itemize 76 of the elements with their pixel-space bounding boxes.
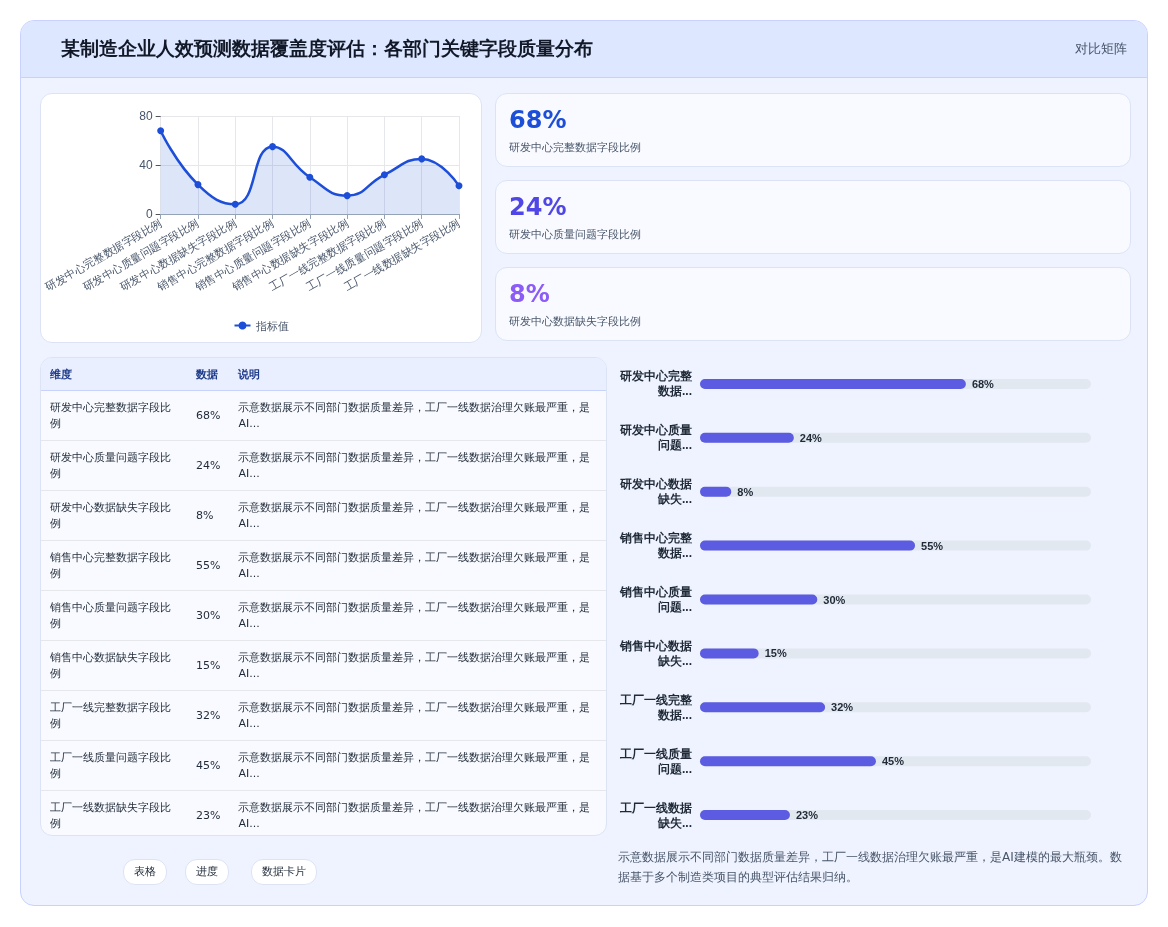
text: 15% <box>187 640 230 691</box>
text: 示意数据展示不同部门数据质量差异，工厂一线数据治理欠账最严重，是AI... <box>229 640 606 691</box>
category-label: 研发中心完整数据... <box>620 369 692 399</box>
y-tick-label: 0 <box>145 207 153 221</box>
y-tick-label: 40 <box>139 158 153 172</box>
data-label: 32% <box>831 701 854 714</box>
text: 工厂一线数据缺失字段比例 <box>49 799 172 832</box>
text: 示意数据展示不同部门数据质量差异，工厂一线数据治理欠账最严重，是AI... <box>229 590 606 641</box>
text: 数据卡片 <box>251 859 317 885</box>
legend-label: 指标值 <box>254 319 289 332</box>
data-label: 30% <box>823 593 846 606</box>
category-label: 销售中心数据缺失... <box>620 638 692 668</box>
text: 研发中心数据缺失字段比例 <box>509 314 641 329</box>
text: 销售中心完整数据字段比例 <box>41 540 187 591</box>
point <box>231 200 239 208</box>
category-label: 工厂一线数据缺失... <box>620 800 692 830</box>
chart-title: 某制造企业人效预测数据覆盖度评估：各部门关键字段质量分布 <box>61 36 593 61</box>
text: 研发中心完整数据字段比例 <box>509 140 641 155</box>
text: 24% <box>187 440 230 491</box>
data-label: 23% <box>795 809 819 822</box>
bar <box>700 432 794 443</box>
text: 23% <box>195 807 222 824</box>
text: 维度 <box>41 358 187 391</box>
text: 研发中心完整数据字段比例 <box>41 390 187 441</box>
text: 销售中心数据缺失字段比例 <box>41 640 187 691</box>
data-label: 68% <box>971 377 995 390</box>
text: 对比矩阵 <box>1075 40 1127 58</box>
data-label: 45% <box>881 755 905 768</box>
point <box>343 192 351 200</box>
category-label: 研发中心数据缺失... <box>620 477 692 507</box>
category-label: 工厂一线质量问题... <box>620 746 692 776</box>
data-label: 8% <box>737 485 754 498</box>
text: 销售中心质量问题字段比例 <box>41 590 187 641</box>
text: 研发中心质量问题字段比例 <box>509 227 641 242</box>
text: 24% <box>509 193 567 221</box>
text: 研发中心数据缺失字段比例 <box>41 490 187 541</box>
text: 研发中心质量问题字段比例 <box>41 440 187 491</box>
category-label: 工厂一线完整数据... <box>620 692 692 722</box>
data-label: 24% <box>799 431 823 444</box>
text: 30% <box>187 590 230 641</box>
bar <box>700 810 790 821</box>
text: 示意数据展示不同部门数据质量差异，工厂一线数据治理欠账最严重，是AI建模的最大瓶颈。数据基于多个制造类项目的典型评估结果归纳。 <box>618 849 1123 886</box>
category-label: 销售中心质量问题... <box>620 585 692 614</box>
bar <box>700 648 759 659</box>
category-label: 销售中心完整数据... <box>620 531 692 561</box>
point <box>306 173 314 181</box>
text: 68% <box>187 390 230 441</box>
text: 68% <box>509 106 567 134</box>
point <box>157 127 165 135</box>
text: 32% <box>187 690 230 741</box>
text: 示意数据展示不同部门数据质量差异，工厂一线数据治理欠账最严重，是AI... <box>229 390 606 441</box>
text: 8% <box>187 490 230 541</box>
text: 示意数据展示不同部门数据质量差异，工厂一线数据治理欠账最严重，是AI... <box>229 540 606 591</box>
text: 55% <box>187 540 230 591</box>
text: 进度 <box>185 859 229 885</box>
text: 表格 <box>123 859 167 885</box>
text: 示意数据展示不同部门数据质量差异，工厂一线数据治理欠账最严重，是AI... <box>229 440 606 491</box>
point <box>418 155 426 163</box>
text: 8% <box>509 280 550 308</box>
category-label: 研发中心质量问题... <box>620 423 692 453</box>
text: 工厂一线质量问题字段比例 <box>41 740 187 791</box>
text: 示意数据展示不同部门数据质量差异，工厂一线数据治理欠账最严重，是AI... <box>229 690 606 741</box>
text: 数据 <box>187 358 230 391</box>
point <box>455 182 463 190</box>
data-label: 15% <box>764 647 787 660</box>
text: 45% <box>187 740 230 791</box>
text: 示意数据展示不同部门数据质量差异，工厂一线数据治理欠账最严重，是AI... <box>229 740 606 791</box>
text: 工厂一线完整数据字段比例 <box>41 690 187 741</box>
data-label: 55% <box>921 539 944 552</box>
text: 示意数据展示不同部门数据质量差异，工厂一线数据治理欠账最严重，是AI... <box>237 799 592 832</box>
point <box>380 171 388 179</box>
point <box>269 143 277 151</box>
y-tick-label: 80 <box>139 109 153 123</box>
point <box>194 181 202 189</box>
text: 示意数据展示不同部门数据质量差异，工厂一线数据治理欠账最严重，是AI... <box>229 490 606 541</box>
text: 说明 <box>229 358 606 391</box>
